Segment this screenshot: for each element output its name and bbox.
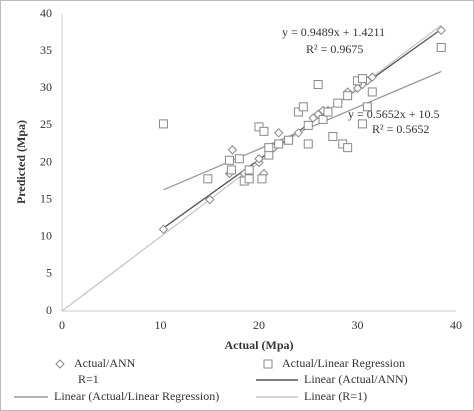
legend-marker xyxy=(263,359,273,369)
point xyxy=(362,102,372,112)
point xyxy=(367,87,377,97)
point xyxy=(436,25,446,36)
point xyxy=(224,155,234,165)
legend-label: Actual/Linear Regression xyxy=(282,356,405,370)
trend-equation: y = 0.9489x + 1.4211 xyxy=(282,25,385,39)
point xyxy=(293,128,304,138)
point xyxy=(318,114,328,124)
y-tick-label: 10 xyxy=(40,229,52,243)
legend-label: Linear (Actual/ANN) xyxy=(304,372,408,386)
point xyxy=(357,119,367,129)
trendline xyxy=(163,28,442,229)
trend-r-squared: R² = 0.9675 xyxy=(306,42,363,56)
point xyxy=(254,154,264,164)
x-tick-label: 0 xyxy=(59,318,65,332)
x-tick-label: 40 xyxy=(450,318,462,332)
point xyxy=(264,150,274,160)
legend-label: Linear (R=1) xyxy=(304,389,367,403)
x-tick-label: 30 xyxy=(352,318,364,332)
y-tick-label: 30 xyxy=(40,80,52,94)
y-tick-label: 40 xyxy=(40,6,52,20)
y-axis-title: Predicted (Mpa) xyxy=(14,120,28,204)
legend-marker xyxy=(55,359,65,369)
y-tick-label: 25 xyxy=(40,117,52,131)
point xyxy=(158,119,168,129)
point xyxy=(234,154,244,164)
point xyxy=(226,165,236,175)
point xyxy=(343,143,353,153)
point xyxy=(357,74,367,84)
point xyxy=(298,102,308,112)
trend-equation: y = 0.5652x + 10.5 xyxy=(348,107,440,121)
trend-r-squared: R² = 0.5652 xyxy=(372,122,429,136)
legend-label: Actual/ANN xyxy=(74,356,136,370)
point xyxy=(264,143,274,153)
point xyxy=(303,139,313,149)
point xyxy=(284,135,294,145)
x-axis-title: Actual (Mpa) xyxy=(225,338,294,352)
point xyxy=(227,145,238,155)
point xyxy=(333,98,343,108)
x-tick-label: 20 xyxy=(253,318,265,332)
point xyxy=(257,174,267,184)
point xyxy=(274,139,284,149)
point xyxy=(259,126,269,136)
point xyxy=(436,42,446,52)
point xyxy=(244,174,254,184)
y-tick-label: 15 xyxy=(40,191,52,205)
point xyxy=(244,165,254,175)
point xyxy=(203,174,213,184)
point xyxy=(205,194,215,205)
point xyxy=(273,128,284,138)
point xyxy=(293,107,303,117)
y-tick-label: 0 xyxy=(46,303,52,317)
point xyxy=(328,132,338,142)
y-tick-label: 20 xyxy=(40,154,52,168)
y-tick-label: 5 xyxy=(46,266,52,280)
point xyxy=(313,80,323,90)
point xyxy=(323,107,333,117)
point xyxy=(343,91,353,101)
trendline xyxy=(163,70,442,191)
y-tick-label: 35 xyxy=(40,43,52,57)
point xyxy=(303,120,313,130)
legend-label: R=1 xyxy=(78,372,99,386)
x-tick-label: 10 xyxy=(155,318,167,332)
point xyxy=(158,224,169,235)
point xyxy=(367,72,377,82)
legend-label: Linear (Actual/Linear Regression) xyxy=(54,389,219,403)
